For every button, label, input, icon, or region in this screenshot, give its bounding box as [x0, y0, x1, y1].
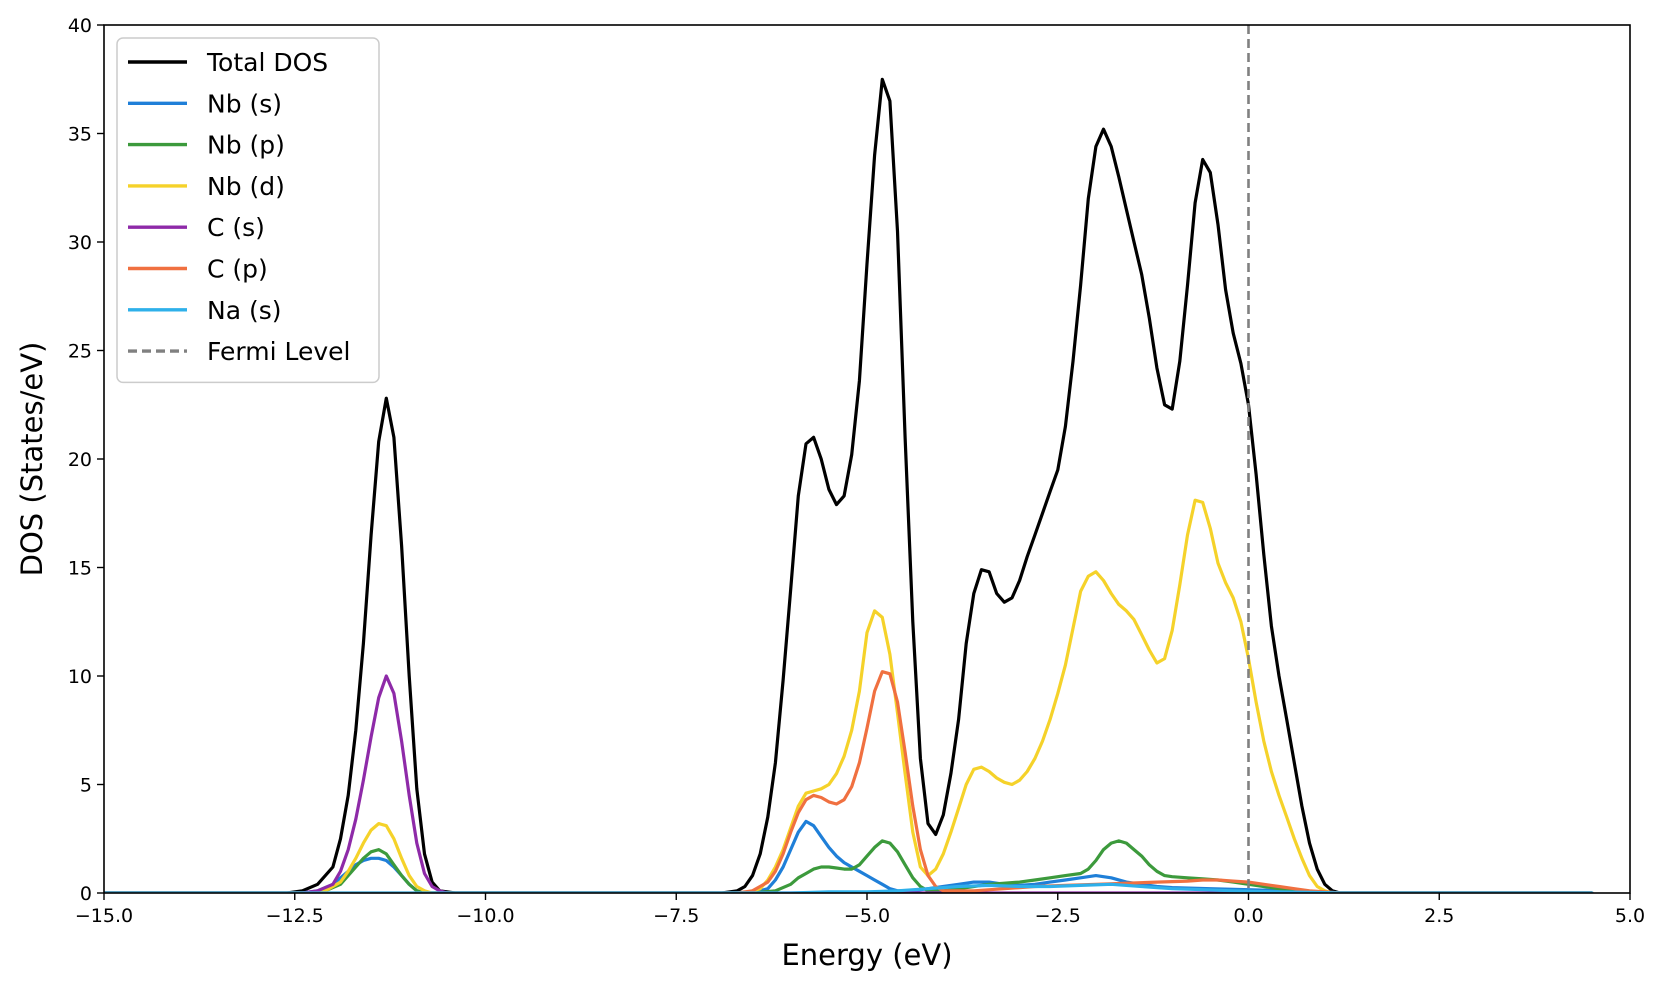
- x-tick-label: 0.0: [1233, 905, 1263, 927]
- series-line-na-s: [104, 882, 1594, 893]
- y-tick-label: 40: [68, 15, 92, 37]
- y-tick-label: 25: [68, 341, 92, 363]
- x-tick-label: 5.0: [1615, 905, 1645, 927]
- x-tick-label: 2.5: [1424, 905, 1454, 927]
- series-line-total-dos: [104, 77, 1594, 893]
- series-line-c-s: [104, 674, 1594, 893]
- y-tick-label: 30: [68, 232, 92, 254]
- x-axis-title: Energy (eV): [781, 938, 952, 972]
- legend-label-nb-p: Nb (p): [207, 131, 285, 160]
- legend-label-na-s: Na (s): [207, 296, 282, 325]
- legend-label-c-s: C (s): [207, 213, 265, 242]
- y-tick-label: 20: [68, 449, 92, 471]
- x-axis-ticks: −15.0 −12.5 −10.0 −7.5 −5.0 −2.5 0.0 2.5 5.0: [75, 893, 1645, 927]
- y-tick-label: 5: [80, 775, 92, 797]
- legend-label-fermi-level: Fermi Level: [207, 337, 350, 366]
- series-layer: [104, 77, 1594, 893]
- x-tick-label: −15.0: [75, 905, 133, 927]
- y-axis-ticks: 0 5 10 15 20 25 30 35 40: [68, 15, 104, 905]
- x-tick-label: −12.5: [266, 905, 324, 927]
- legend-box: [116, 37, 380, 384]
- series-line-nb-p: [104, 839, 1594, 893]
- legend-label-nb-d: Nb (d): [207, 172, 285, 201]
- series-line-nb-s: [104, 819, 1594, 893]
- x-tick-label: −5.0: [844, 905, 890, 927]
- x-tick-label: −10.0: [456, 905, 514, 927]
- legend-label-total-dos: Total DOS: [206, 48, 328, 77]
- y-axis-title: DOS (States/eV): [15, 342, 49, 577]
- series-line-nb-d: [104, 498, 1594, 893]
- y-tick-label: 35: [68, 124, 92, 146]
- legend-label-c-p: C (p): [207, 255, 268, 284]
- series-line-c-p: [104, 670, 1594, 893]
- y-tick-label: 10: [68, 666, 92, 688]
- legend-label-nb-s: Nb (s): [207, 89, 282, 118]
- y-tick-label: 0: [80, 883, 92, 905]
- x-tick-label: −2.5: [1035, 905, 1081, 927]
- x-tick-label: −7.5: [653, 905, 699, 927]
- legend: Total DOS Nb (s) Nb (p) Nb (d) C (s) C (p) Na …: [116, 37, 380, 384]
- y-tick-label: 15: [68, 558, 92, 580]
